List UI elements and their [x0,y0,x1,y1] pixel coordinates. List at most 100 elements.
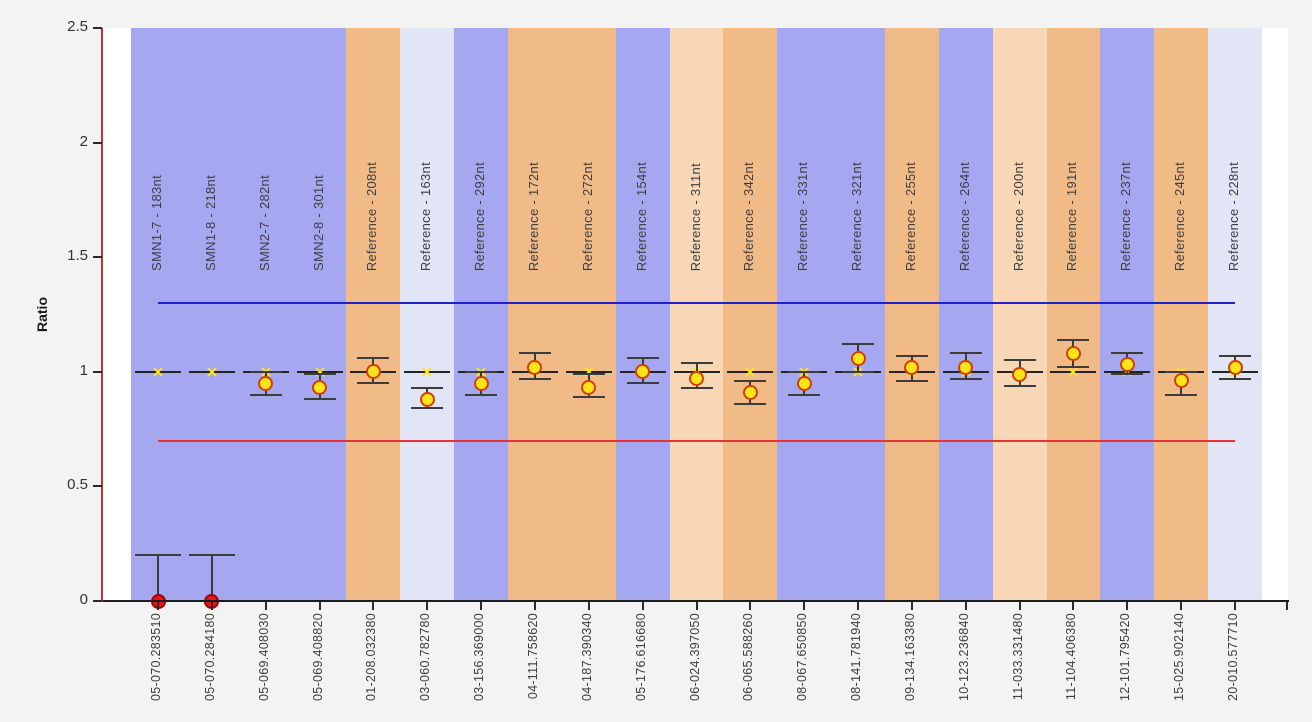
probe-band [239,28,293,601]
error-bar-bottom-cap [842,371,874,373]
x-axis-tick-label: 20-010.577710 [1226,613,1240,702]
error-bar-bottom-cap [1057,366,1089,368]
plot-area: SMN1-7 - 183nt SMN1-8 - 218nt SMN2-7 - 282… [103,28,1288,609]
x-axis-tick [965,602,967,610]
error-bar-top-cap [250,371,282,373]
error-bar-bottom-cap [411,407,443,409]
probe-label: SMN1-8 - 218nt [203,175,218,271]
error-bar-top-cap [357,357,389,359]
probe-band [508,28,562,601]
probe-band [616,28,670,601]
y-axis-tick-label: 1 [79,362,88,379]
probe-band [777,28,831,601]
probe-label: Reference - 255nt [903,161,918,271]
error-bar-top-cap [135,554,181,556]
data-point[interactable] [689,371,704,386]
y-axis-line [101,28,103,602]
data-point[interactable] [258,376,273,391]
error-bar-top-cap [189,554,235,556]
probe-label: Reference - 163nt [418,161,433,271]
probe-band [185,28,239,601]
error-bar-top-cap [1165,371,1197,373]
probe-band [993,28,1047,601]
x-axis-tick-label: 12-101.795420 [1118,613,1132,702]
probe-band [1047,28,1100,601]
probe-label: Reference - 292nt [472,161,487,271]
y-axis-tick [93,600,102,602]
y-axis-tick-label: 0.5 [67,476,88,493]
probe-band [670,28,723,601]
y-axis-tick [93,256,102,258]
upper-threshold-line [158,302,1235,304]
y-axis-tick-label: 0 [79,591,88,608]
probe-band [562,28,616,601]
data-point[interactable] [527,360,542,375]
x-axis-tick-label: 11-104.406380 [1064,613,1078,701]
probe-band [131,28,185,601]
x-axis-tick-label: 06-024.397050 [688,613,702,702]
x-axis-tick-label: 08-067.650850 [795,613,809,702]
probe-band [1208,28,1262,601]
error-bar-bottom-cap [1004,385,1036,387]
data-point[interactable] [581,380,596,395]
y-axis-tick [93,485,102,487]
x-axis-tick-label: 03-060.782780 [418,613,432,702]
probe-band [723,28,777,601]
x-axis-tick-label: 05-069.408030 [257,613,271,702]
x-axis-tick-label: 09-134.163380 [903,613,917,702]
data-point[interactable] [851,351,866,366]
error-bar-top-cap [1219,355,1251,357]
data-point[interactable] [743,385,758,400]
y-axis-tick [93,371,102,373]
x-axis-tick-label: 04-187.390340 [580,613,594,702]
data-point[interactable] [958,360,973,375]
probe-label: Reference - 208nt [364,161,379,271]
error-bar-bottom-cap [357,382,389,384]
data-point[interactable] [1066,346,1081,361]
data-point[interactable] [1120,357,1135,372]
probe-label: Reference - 272nt [580,161,595,271]
error-bar-top-cap [1111,352,1143,354]
x-axis-tick [1019,602,1021,610]
error-bar-top-cap [734,380,766,382]
probe-band [1100,28,1154,601]
error-bar-bottom-cap [681,387,713,389]
x-axis-tick-label: 06-065.588260 [741,613,755,702]
data-point[interactable] [797,376,812,391]
probe-band [831,28,885,601]
data-point[interactable] [474,376,489,391]
x-axis-tick-label: 05-176.616680 [634,613,648,702]
data-point[interactable] [312,380,327,395]
data-point[interactable] [1012,367,1027,382]
error-bar-top-cap [573,373,605,375]
error-bar-bottom-cap [250,394,282,396]
x-axis-tick [1180,602,1182,610]
probe-band [1154,28,1208,601]
probe-label: Reference - 237nt [1118,161,1133,271]
data-point[interactable] [366,364,381,379]
data-point[interactable] [904,360,919,375]
probe-band [400,28,454,601]
error-bar-top-cap [842,343,874,345]
error-bar-bottom-cap [627,382,659,384]
error-bar-bottom-cap [788,394,820,396]
probe-label: Reference - 172nt [526,161,541,271]
probe-label: SMN2-8 - 301nt [311,175,326,271]
error-bar-bottom-cap [950,378,982,380]
probe-label: Reference - 245nt [1172,161,1187,271]
reference-x-icon [206,367,218,378]
data-point[interactable] [1174,373,1189,388]
y-axis-tick-label: 2 [79,133,88,150]
y-axis-tick-label: 2.5 [67,18,88,35]
error-bar-bottom-cap [1165,394,1197,396]
error-bar-bottom-cap [573,396,605,398]
y-axis-tick [93,142,102,144]
data-point[interactable] [420,392,435,407]
error-bar [211,555,213,601]
data-point[interactable] [1228,360,1243,375]
reference-x-icon [744,367,756,378]
error-bar [157,555,159,601]
probe-label: Reference - 342nt [741,161,756,271]
x-axis-tick [696,602,698,610]
data-point[interactable] [635,364,650,379]
